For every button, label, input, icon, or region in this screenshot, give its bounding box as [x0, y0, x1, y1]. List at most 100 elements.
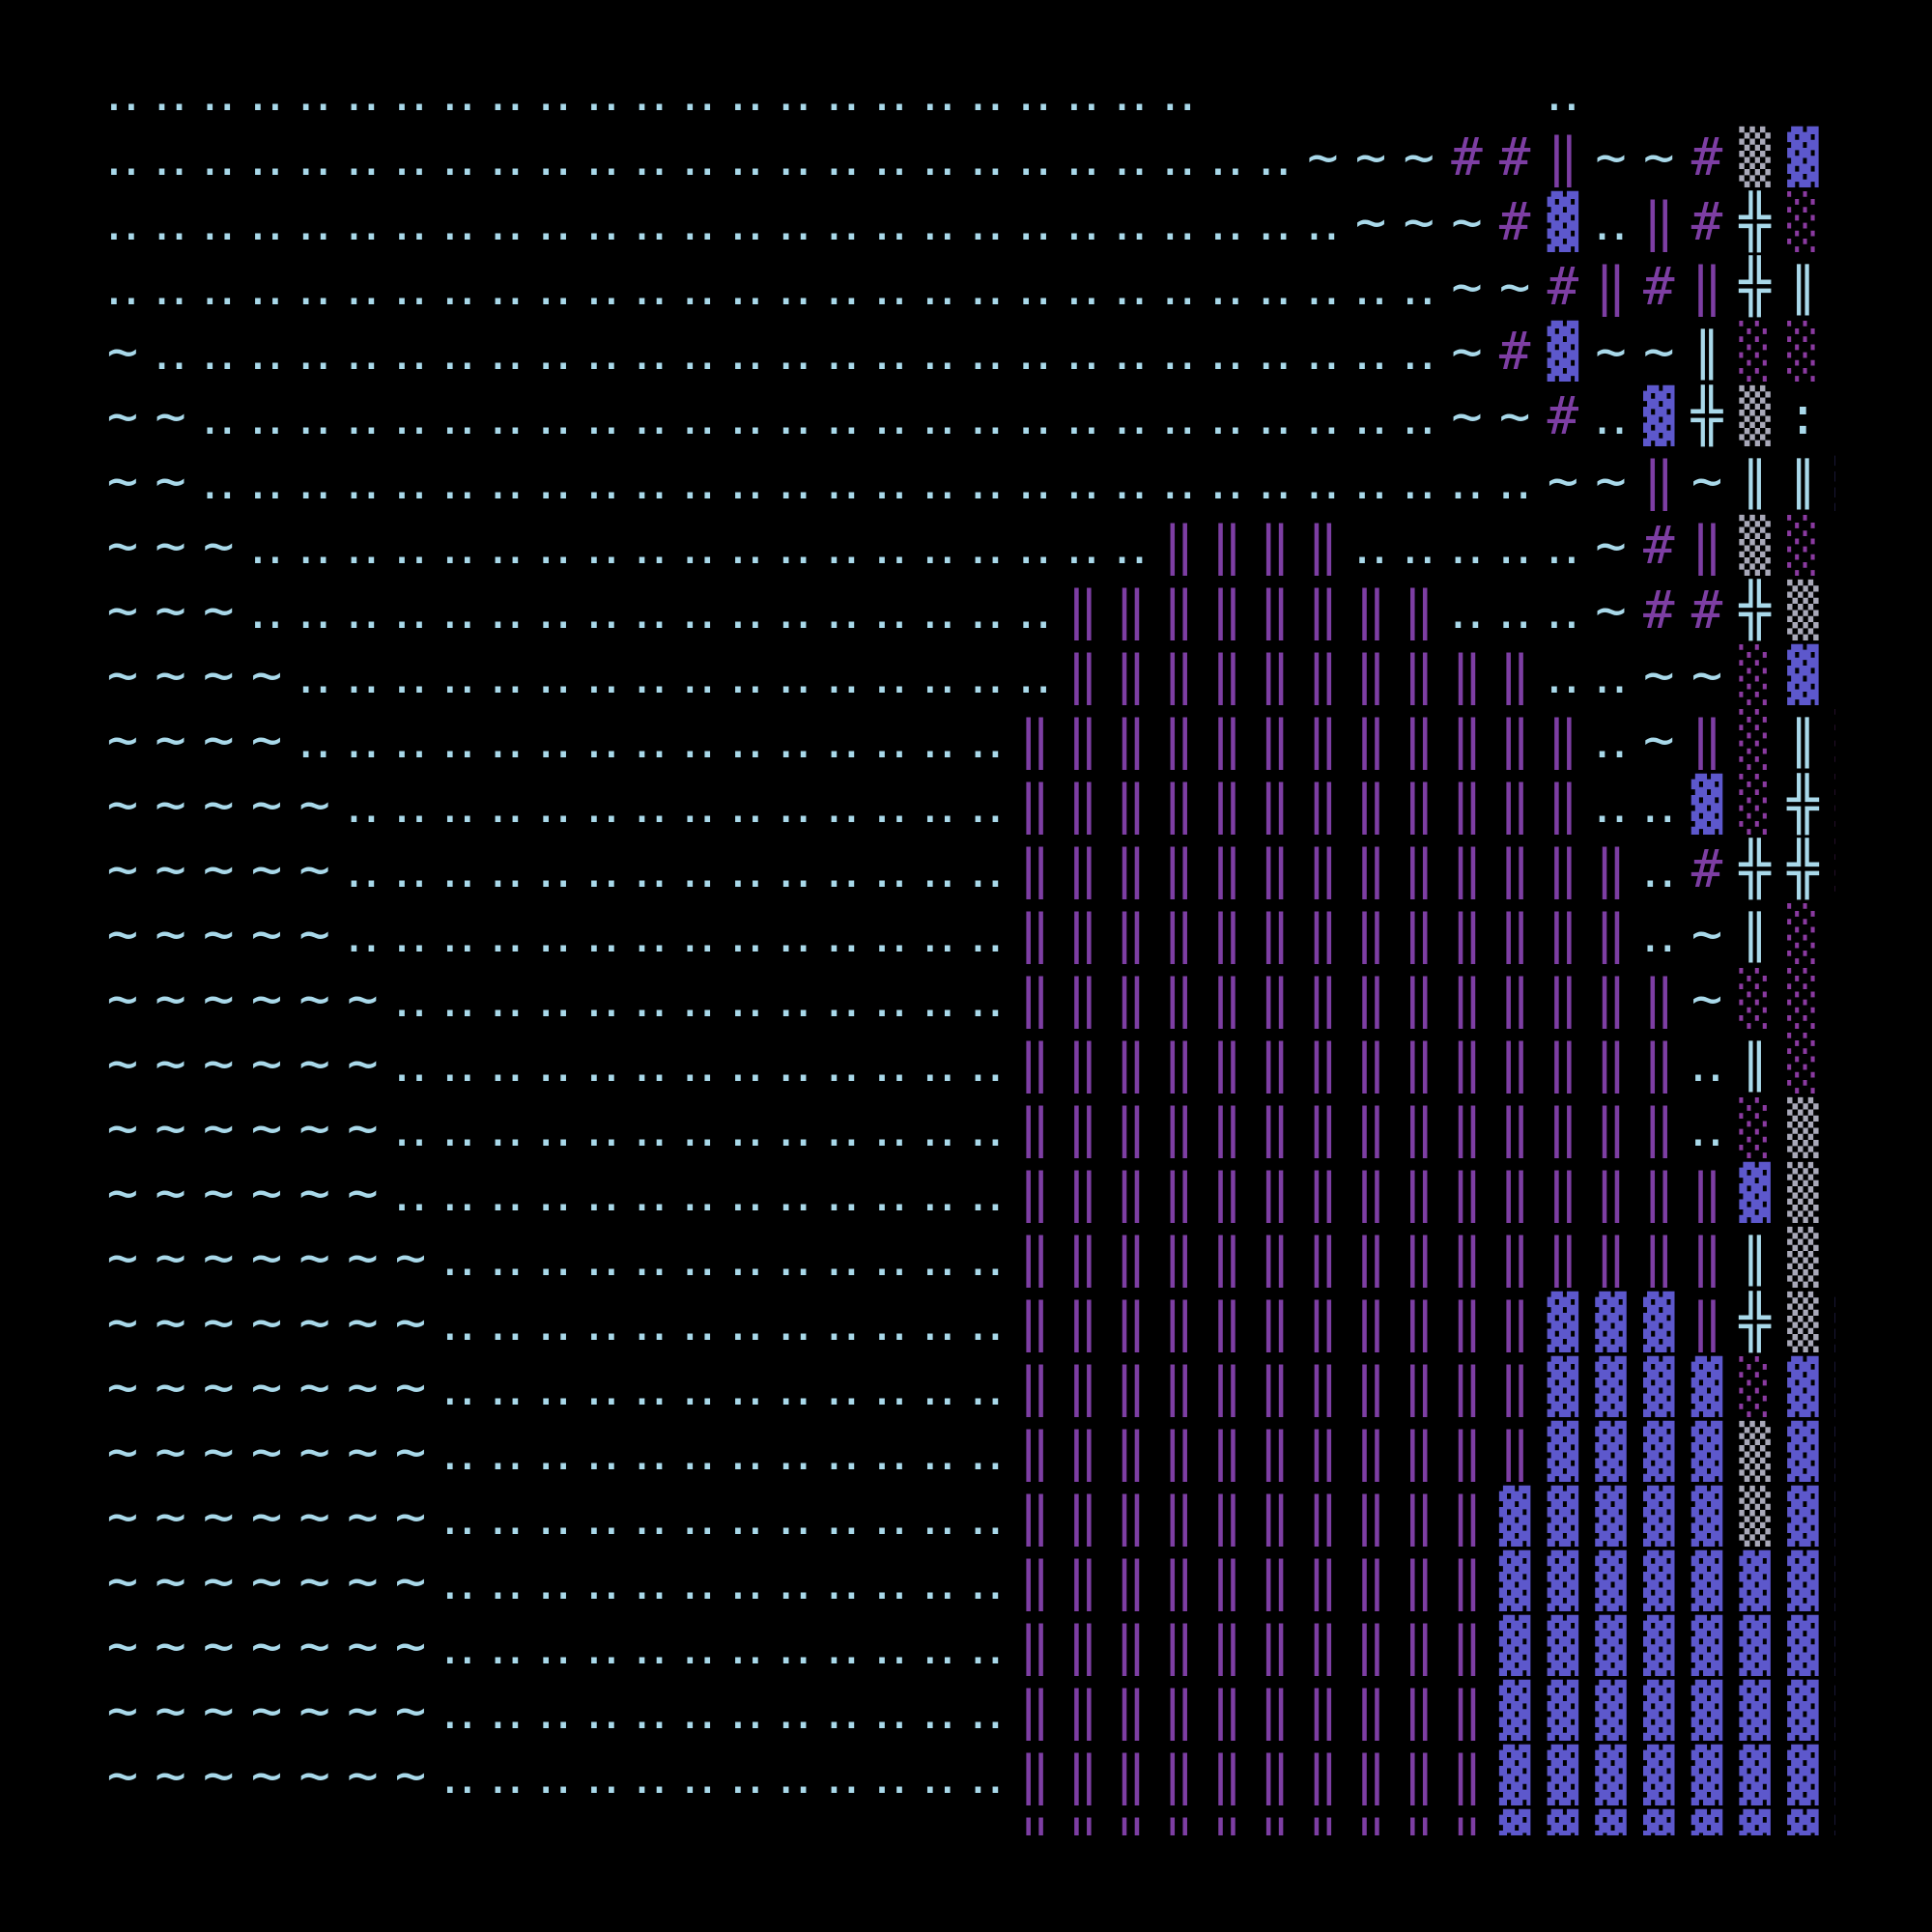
tile-glyph: ‥: [922, 1421, 956, 1482]
tile-glyph: ‖: [1307, 1680, 1339, 1741]
tile-glyph: ‥: [585, 1162, 620, 1223]
tile-glyph: ╬: [1738, 1291, 1771, 1353]
tile-glyph: ‖: [1163, 968, 1195, 1029]
tile-glyph: ‖: [1548, 1227, 1579, 1288]
tile-glyph: ‥: [489, 1292, 524, 1352]
tile-glyph: ░: [1739, 967, 1771, 1029]
tile-glyph: ‥: [537, 1356, 572, 1417]
tile-glyph: ░: [1787, 1032, 1819, 1094]
tile-glyph: ‖: [1643, 1162, 1675, 1223]
tile-glyph: ‥: [441, 256, 476, 317]
tile-glyph: ‥: [922, 580, 956, 640]
tile-glyph: ‥: [681, 1356, 716, 1417]
tile-glyph: ~: [251, 1745, 283, 1805]
tile-glyph: ‥: [681, 1227, 716, 1288]
tile-glyph: ‖: [1163, 1550, 1195, 1611]
tile-glyph: ‥: [393, 450, 428, 511]
tile-glyph: ‥: [489, 644, 524, 705]
tile-glyph: ‖: [1259, 838, 1291, 899]
tile-glyph: ▓: [1548, 190, 1579, 252]
tile-glyph: ~: [203, 1097, 235, 1158]
tile-glyph: ‖: [1403, 580, 1435, 640]
tile-glyph: ‥: [873, 1486, 908, 1547]
tile-glyph: ‥: [634, 838, 668, 899]
tile-glyph: ~: [203, 1745, 235, 1805]
tile-glyph: #: [1548, 256, 1579, 317]
tile-glyph: ‥: [201, 62, 236, 123]
tile-glyph: ‥: [1594, 191, 1629, 252]
tile-glyph: ‖: [1067, 1033, 1099, 1094]
tile-glyph: ~: [203, 1809, 235, 1870]
tile-glyph: ‥: [1209, 450, 1244, 511]
tile-glyph: ‥: [345, 709, 380, 770]
tile-glyph: ‥: [681, 1680, 716, 1741]
tile-glyph: ‥: [441, 321, 476, 382]
tile-glyph: ‥: [681, 1615, 716, 1676]
tile-glyph: ‥: [825, 191, 860, 252]
tile-glyph: ‥: [778, 1292, 812, 1352]
tile-glyph: ‖: [1115, 1486, 1147, 1547]
tile-glyph: ‖: [1355, 1097, 1387, 1158]
tile-glyph: ‥: [825, 644, 860, 705]
tile-glyph: ~: [347, 1486, 379, 1547]
tile-glyph: ~: [347, 968, 379, 1029]
tile-glyph: ~: [107, 709, 139, 770]
tile-glyph: ‥: [201, 385, 236, 446]
tile-glyph: ‥: [1161, 256, 1196, 317]
tile-glyph: ‥: [1161, 62, 1196, 123]
tile-glyph: ‖: [1403, 709, 1435, 770]
tile-glyph: ‥: [873, 450, 908, 511]
tile-glyph: ‥: [969, 644, 1004, 705]
tile-glyph: ‖: [1115, 644, 1147, 705]
tile-glyph: ~: [395, 1745, 427, 1805]
tile-glyph: ~: [347, 1227, 379, 1288]
tile-glyph: ‥: [873, 1097, 908, 1158]
tile-glyph: ‥: [729, 191, 764, 252]
tile-glyph: ‥: [345, 774, 380, 835]
tile-glyph: :: [1835, 903, 1867, 964]
tile-glyph: #: [1499, 127, 1531, 187]
tile-glyph: ‥: [681, 1292, 716, 1352]
tile-glyph: ‖: [1019, 709, 1051, 770]
tile-glyph: ‖: [1451, 1033, 1483, 1094]
tile-glyph: ‥: [681, 1421, 716, 1482]
tile-glyph: ‖: [1691, 709, 1723, 770]
tile-glyph: ‖: [1163, 709, 1195, 770]
tile-glyph: ‖: [1595, 1097, 1627, 1158]
tile-glyph: ‥: [249, 580, 284, 640]
tile-glyph: ~: [203, 1421, 235, 1482]
tile-glyph: ‥: [1114, 515, 1149, 576]
tile-glyph: ‥: [778, 580, 812, 640]
tile-glyph: ‥: [1017, 385, 1052, 446]
tile-glyph: ‥: [585, 709, 620, 770]
tile-glyph: ‖: [1067, 709, 1099, 770]
tile-glyph: ‥: [393, 127, 428, 187]
tile-glyph: ‖: [1163, 838, 1195, 899]
tile-glyph: ~: [155, 1227, 186, 1288]
tile-glyph: ‖: [1019, 1227, 1051, 1288]
tile-glyph: ‥: [489, 968, 524, 1029]
tile-glyph: ‖: [1355, 1486, 1387, 1547]
tile-glyph: ‖: [1643, 1097, 1675, 1158]
tile-glyph: ▓: [1835, 1808, 1867, 1870]
tile-glyph: ▓: [1643, 1549, 1675, 1611]
tile-glyph: ‥: [922, 321, 956, 382]
tile-glyph: ‥: [1114, 191, 1149, 252]
tile-glyph: ▓: [1595, 1679, 1627, 1741]
tile-glyph: ‥: [441, 1421, 476, 1482]
tile-glyph: ~: [1595, 321, 1627, 382]
tile-glyph: ‖: [1403, 1227, 1435, 1288]
tile-glyph: ‥: [873, 580, 908, 640]
tile-glyph: ~: [251, 1615, 283, 1676]
tile-glyph: ‖: [1499, 1356, 1531, 1417]
tile-glyph: ‥: [1258, 321, 1293, 382]
tile-glyph: ‖: [1307, 1809, 1339, 1870]
tile-glyph: ~: [298, 903, 330, 964]
tile-glyph: ‥: [537, 1809, 572, 1870]
tile-glyph: ‥: [969, 580, 1004, 640]
tile-glyph: ‥: [298, 709, 332, 770]
tile-glyph: ‥: [537, 580, 572, 640]
tile-glyph: ‥: [1017, 450, 1052, 511]
tile-glyph: ‖: [1211, 968, 1243, 1029]
